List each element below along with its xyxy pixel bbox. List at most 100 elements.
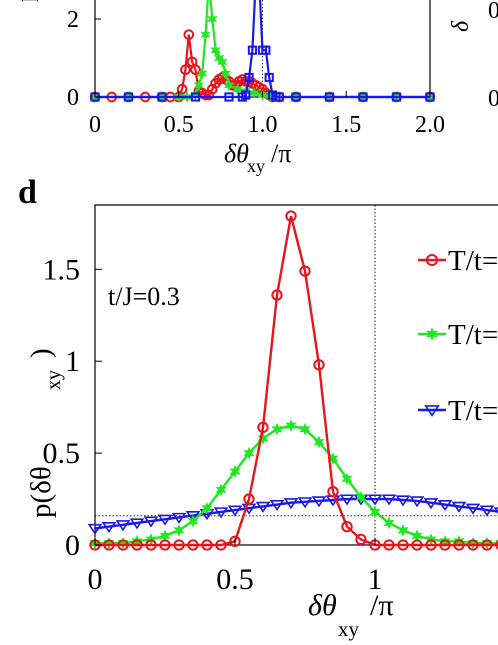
- top-series-2-marker: [324, 92, 335, 102]
- d-series-2-marker: [423, 498, 439, 510]
- d-legend: T/t= T/t= T/t=: [418, 245, 498, 427]
- d-series-2-marker: [157, 514, 173, 526]
- top-series-1-marker: [217, 55, 228, 68]
- top-series-0-marker: [180, 64, 191, 76]
- d-series-2-marker: [451, 501, 467, 513]
- d-series-0-marker: [467, 539, 479, 551]
- d-series-1-marker: [257, 431, 269, 445]
- top-series-2-marker: [247, 45, 258, 55]
- d-series-1-marker: [173, 523, 185, 537]
- d-series-2-marker: [395, 495, 411, 507]
- d-series-2-marker: [409, 496, 425, 508]
- d-series-0-marker: [495, 540, 498, 550]
- right-neighbor-tick-label-0-bottom: 0: [488, 86, 498, 112]
- top-series-0-marker: [183, 29, 195, 40]
- d-series-2-marker: [465, 503, 481, 515]
- d-series-0-marker: [285, 210, 297, 222]
- d-x-tick-label: 1.5: [496, 563, 498, 596]
- d-reference-lines: [95, 205, 498, 545]
- d-series-2-marker: [87, 523, 103, 535]
- d-x-tick-label: 0.5: [216, 563, 254, 596]
- right-neighbor-axis-fragment: δ: [448, 20, 474, 32]
- d-series-2-marker: [381, 494, 397, 506]
- top-x-tick-label: 1.0: [248, 112, 278, 138]
- d-series-0-marker: [313, 359, 325, 371]
- top-panel: 0 0.5 1.0 1.5 2.0 0 2 p( δθ xy /π δ 0 0: [13, 0, 498, 176]
- top-x-axis-label-subscript: xy: [247, 156, 265, 176]
- d-series-0-marker: [145, 539, 157, 551]
- d-series-2-marker: [311, 496, 327, 508]
- top-series-2-marker: [123, 92, 134, 102]
- d-y-axis-label: p(δθ xy ): [25, 348, 65, 518]
- d-series-1-marker: [159, 529, 171, 543]
- top-series-2-marker: [190, 92, 201, 102]
- d-series-2-marker: [269, 499, 285, 511]
- d-series-0-marker: [257, 421, 269, 434]
- d-series-0-marker: [425, 539, 437, 551]
- d-series-0-marker: [201, 539, 213, 551]
- top-series-1-marker: [220, 67, 231, 80]
- d-series-1-marker: [271, 422, 283, 436]
- d-series-0-marker: [383, 539, 395, 551]
- d-series-2-marker: [367, 494, 383, 506]
- d-x-axis-label-subscript: xy: [338, 617, 360, 641]
- d-series-0-line: [95, 215, 498, 547]
- d-x-tick-label: 1: [368, 563, 383, 596]
- top-y-tick-label: 2: [67, 7, 79, 33]
- top-series-1-marker: [223, 79, 235, 92]
- d-series-0-marker: [355, 533, 367, 546]
- d-series-1-marker: [453, 534, 465, 548]
- d-y-tick-label: 1: [65, 345, 80, 378]
- top-ticks-group: 0 0.5 1.0 1.5 2.0 0 2: [67, 7, 445, 138]
- top-series-2-marker: [291, 92, 301, 102]
- top-series-0-marker: [176, 83, 188, 95]
- d-series-0-marker: [117, 539, 129, 551]
- d-series-1-marker: [299, 422, 311, 436]
- top-series-2-marker: [264, 72, 274, 83]
- top-x-tick-label: 1.5: [331, 112, 361, 138]
- d-legend-marker-1: [425, 327, 439, 341]
- d-x-axis-label-main: δθ: [308, 589, 337, 622]
- d-legend-label-2: T/t=: [448, 395, 498, 427]
- d-series-2-marker: [115, 520, 131, 532]
- top-series-1-marker: [196, 67, 208, 80]
- top-y-axis-label-fragment: p(: [13, 0, 39, 2]
- top-series-2-marker: [358, 92, 368, 102]
- d-series-0-marker: [453, 539, 465, 551]
- top-x-axis-label-tail: /π: [271, 139, 291, 168]
- d-series-1-marker: [383, 516, 395, 530]
- top-series-2-marker: [274, 92, 284, 102]
- top-series-2-marker: [244, 72, 254, 83]
- d-series-0-marker: [215, 539, 227, 551]
- top-x-tick-label: 0.5: [164, 112, 194, 138]
- d-x-tick-label: 0: [88, 563, 103, 596]
- top-series-2-marker: [261, 45, 271, 55]
- d-series-2-marker: [479, 505, 495, 517]
- d-series-0-marker: [397, 539, 409, 551]
- d-series-group: [87, 210, 498, 551]
- d-series-1-marker: [285, 419, 297, 433]
- d-series-2-marker: [185, 510, 201, 523]
- top-series-1-marker: [232, 83, 243, 96]
- d-series-0-marker: [159, 539, 171, 551]
- d-series-2-marker: [227, 505, 243, 517]
- d-series-2-marker: [129, 518, 145, 530]
- top-series-1-marker: [206, 12, 218, 26]
- panel-d: d 0 0.5 1 1.5 0 0.5 1 1.5 t/J=0.3 T/t= T/t=T/t= …: [18, 174, 498, 641]
- d-series-0-marker: [327, 486, 339, 498]
- d-series-0-marker: [103, 539, 115, 551]
- d-legend-marker-0: [425, 253, 439, 267]
- d-series-2-marker: [283, 498, 299, 510]
- top-series-1-marker: [200, 28, 211, 41]
- d-series-2-marker: [297, 497, 313, 509]
- top-series-1-marker: [248, 87, 260, 100]
- d-series-2-marker: [255, 501, 271, 513]
- top-x-tick-label: 0: [89, 112, 101, 138]
- d-y-tick-label: 1.5: [43, 253, 81, 286]
- d-series-0-marker: [131, 539, 143, 551]
- d-series-1-marker: [215, 483, 227, 497]
- right-neighbor-tick-label-0-top: 0: [488, 0, 498, 24]
- d-series-1-marker: [243, 446, 255, 460]
- top-series-2-marker: [157, 92, 167, 102]
